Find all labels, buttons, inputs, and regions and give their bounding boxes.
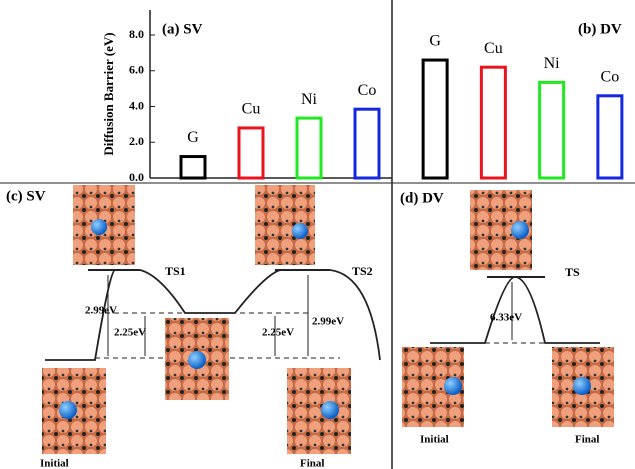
figure: (a) SV Diffusion Barrier (eV) 0.0 2.0 4.0 6.0… [0, 0, 635, 469]
panel-label: (c) SV [6, 188, 46, 204]
atom [511, 221, 529, 239]
category-label: G [429, 33, 441, 50]
category-label: Co [601, 68, 620, 85]
energy-label: 2.99eV [312, 316, 344, 328]
y-tick-label: 8.0 [129, 27, 144, 41]
y-tick-label: 2.0 [129, 134, 144, 148]
state-label: TS1 [165, 264, 186, 278]
y-tick-label: 6.0 [129, 63, 144, 77]
atom [321, 401, 339, 419]
atom [444, 377, 462, 395]
energy-label: 6.33eV [490, 312, 522, 324]
category-label: G [187, 129, 199, 146]
category-label: Co [358, 82, 377, 99]
category-label: Ni [544, 55, 561, 72]
state-label: Initial [420, 434, 449, 446]
category-label: Cu [242, 101, 261, 118]
energy-label: 2.25eV [114, 327, 146, 339]
state-label: TS [565, 265, 580, 279]
y-axis-label: Diffusion Barrier (eV) [101, 32, 116, 155]
structure [255, 185, 315, 265]
state-label: TS2 [352, 264, 373, 278]
y-tick-label: 4.0 [129, 98, 144, 112]
category-label: Ni [301, 91, 318, 108]
atom [188, 351, 206, 369]
y-tick-label: 0.0 [129, 170, 144, 184]
state-label: Initial [40, 458, 69, 469]
atom [292, 223, 308, 239]
energy-label: 2.99eV [85, 305, 117, 317]
atom [573, 377, 591, 395]
chart-title: (b) DV [578, 21, 622, 37]
panel-label: (d) DV [400, 190, 444, 206]
state-label: Final [300, 458, 324, 469]
state-label: Final [575, 434, 599, 446]
category-label: Cu [484, 40, 503, 57]
energy-label: 2.25eV [262, 327, 294, 339]
structure [287, 368, 351, 454]
chart-title: (a) SV [162, 21, 203, 37]
atom [91, 219, 107, 235]
atom [59, 401, 77, 419]
